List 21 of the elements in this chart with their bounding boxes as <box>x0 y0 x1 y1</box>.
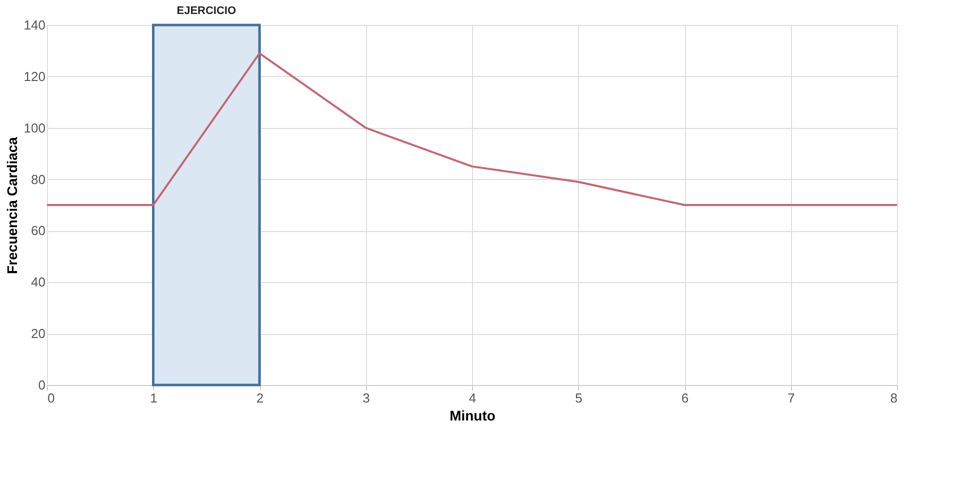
y-tick-label: 140 <box>24 18 46 32</box>
band-label: EJERCICIO <box>176 5 236 17</box>
line-series <box>46 52 898 206</box>
y-tick-label: 120 <box>24 68 46 84</box>
x-axis-title: Minuto <box>450 408 496 424</box>
y-axis-title: Frecuencia Cardiaca <box>4 136 20 274</box>
x-tick-label: 5 <box>575 390 582 406</box>
y-tick-label: 20 <box>31 326 46 342</box>
y-tick-label: 80 <box>31 172 46 187</box>
x-tick-label: 8 <box>890 390 898 406</box>
x-tick-label: 4 <box>468 390 476 406</box>
x-tick-label: 6 <box>681 390 689 406</box>
x-tick-label: 1 <box>150 390 158 406</box>
x-tick-label: 0 <box>48 390 55 406</box>
x-tick-label: 2 <box>256 390 264 406</box>
y-tick-label: 100 <box>24 120 46 136</box>
y-tick-label: 40 <box>31 274 46 290</box>
x-tick-label: 3 <box>362 390 370 406</box>
y-tick-label: 60 <box>31 223 46 238</box>
y-tick-label: 0 <box>38 378 46 392</box>
x-tick-label: 7 <box>788 390 795 406</box>
